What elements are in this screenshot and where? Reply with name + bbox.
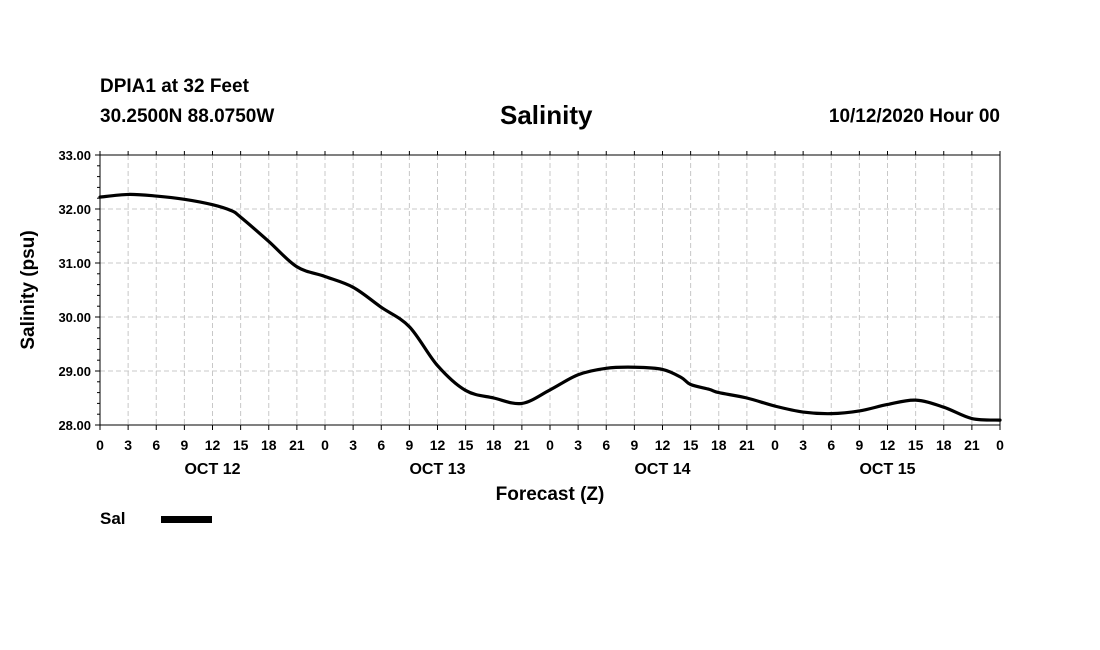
y-tick-labels: 28.00 29.00 30.00 31.00 32.00 33.00 [58, 148, 91, 433]
x-tick-label: 21 [964, 437, 980, 453]
x-axis-label: Forecast (Z) [496, 484, 605, 505]
forecast-run-time: 10/12/2020 Hour 00 [828, 106, 1000, 127]
x-tick-label: 0 [96, 437, 104, 453]
x-tick-label: 3 [124, 437, 132, 453]
x-tick-label: 0 [546, 437, 554, 453]
station-label: DPIA1 at 32 Feet [100, 76, 249, 97]
x-tick-label: 18 [486, 437, 502, 453]
x-tick-label: 15 [233, 437, 249, 453]
day-label: OCT 15 [859, 461, 915, 478]
x-tick-label: 9 [405, 437, 413, 453]
x-tick-label: 6 [377, 437, 385, 453]
x-tick-label: 15 [683, 437, 699, 453]
day-label: OCT 13 [409, 461, 465, 478]
x-tick-label: 18 [711, 437, 727, 453]
x-tick-label: 21 [514, 437, 530, 453]
legend-line-swatch [161, 516, 212, 523]
x-tick-label: 6 [602, 437, 610, 453]
x-tick-label: 6 [827, 437, 835, 453]
x-tick-label: 0 [771, 437, 779, 453]
axis-ticks [95, 151, 1001, 430]
x-tick-label: 18 [936, 437, 952, 453]
x-tick-labels: 0 3 6 9 12 15 18 21 0 3 6 9 12 15 18 21 0 3 6 9 12 15 18 21 0 3 6 9… [96, 437, 1004, 453]
y-tick-label: 31.00 [58, 256, 91, 271]
day-label: OCT 12 [184, 461, 240, 478]
x-tick-label: 6 [152, 437, 160, 453]
x-tick-label: 3 [349, 437, 357, 453]
x-tick-label: 12 [655, 437, 671, 453]
legend-label: Sal [100, 509, 126, 528]
x-tick-label: 3 [799, 437, 807, 453]
x-tick-label: 0 [996, 437, 1004, 453]
station-coordinates: 30.2500N 88.0750W [100, 106, 275, 127]
grid-lines [100, 155, 1000, 425]
x-tick-label: 15 [458, 437, 474, 453]
chart-title: Salinity [500, 100, 593, 130]
day-label: OCT 14 [634, 461, 690, 478]
x-tick-label: 21 [739, 437, 755, 453]
salinity-series-line [98, 192, 1002, 422]
x-tick-label: 9 [855, 437, 863, 453]
x-tick-label: 12 [880, 437, 896, 453]
x-tick-label: 0 [321, 437, 329, 453]
day-labels: OCT 12 OCT 13 OCT 14 OCT 15 [184, 461, 915, 478]
x-tick-label: 12 [205, 437, 221, 453]
x-tick-label: 9 [180, 437, 188, 453]
x-tick-label: 21 [289, 437, 305, 453]
x-tick-label: 3 [574, 437, 582, 453]
y-tick-label: 32.00 [58, 202, 91, 217]
y-axis-label: Salinity (psu) [18, 230, 39, 349]
y-tick-label: 30.00 [58, 310, 91, 325]
x-tick-label: 18 [261, 437, 277, 453]
x-tick-label: 9 [630, 437, 638, 453]
x-tick-label: 15 [908, 437, 924, 453]
y-tick-label: 29.00 [58, 364, 91, 379]
y-tick-label: 28.00 [58, 418, 91, 433]
x-tick-label: 12 [430, 437, 446, 453]
y-tick-label: 33.00 [58, 148, 91, 163]
